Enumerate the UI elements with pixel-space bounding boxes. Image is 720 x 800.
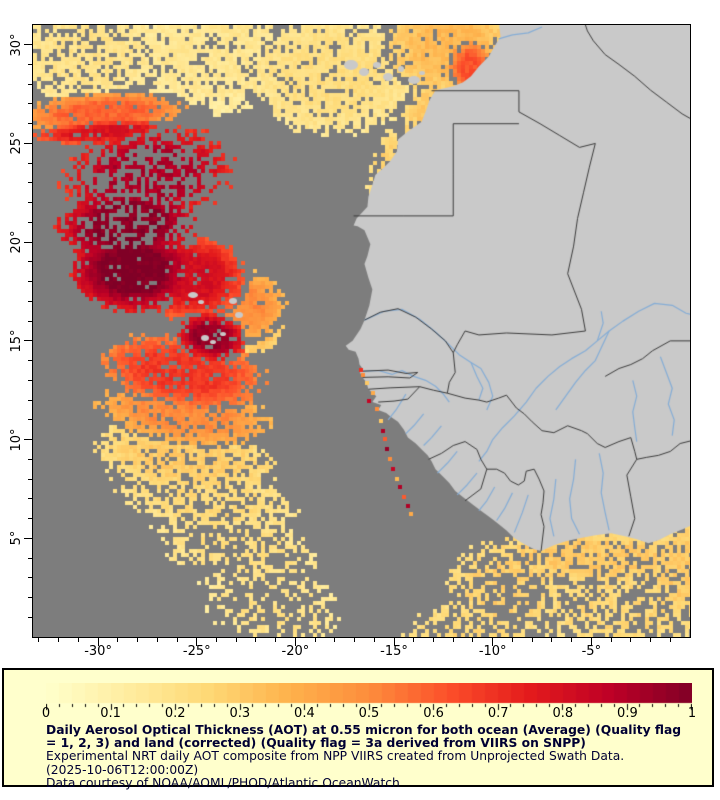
aot-map-canvas <box>33 25 690 637</box>
y-axis-minor-tick <box>28 458 32 460</box>
y-axis-major-tick <box>24 142 32 144</box>
y-axis-minor-tick <box>28 597 32 599</box>
y-axis-minor-tick <box>28 320 32 322</box>
x-axis-major-tick <box>196 638 198 646</box>
x-axis-minor-tick <box>531 638 533 642</box>
colorbar-tick-label: 0 <box>41 706 51 721</box>
y-axis-minor-tick <box>28 379 32 381</box>
x-axis-label: -25° <box>182 644 211 659</box>
x-axis-minor-tick <box>472 638 474 642</box>
x-axis-minor-tick <box>452 638 454 642</box>
x-axis-major-tick <box>97 638 99 646</box>
x-axis-minor-tick <box>314 638 316 642</box>
y-axis-label: 30° <box>8 33 24 57</box>
x-axis-minor-tick <box>650 638 652 642</box>
y-axis-major-tick <box>24 241 32 243</box>
x-axis-minor-tick <box>433 638 434 642</box>
x-axis-major-tick <box>492 638 494 646</box>
y-axis-major-tick <box>24 439 32 441</box>
x-axis-major-tick <box>393 638 395 646</box>
x-axis-minor-tick <box>354 638 356 642</box>
y-axis-minor-tick <box>28 63 32 65</box>
x-axis-minor-tick <box>77 638 79 642</box>
y-axis-minor-tick <box>28 577 32 579</box>
y-axis-label: 20° <box>8 230 24 254</box>
x-axis-minor-tick <box>571 638 573 642</box>
y-axis-label: 15° <box>8 329 24 353</box>
x-axis-minor-tick <box>235 638 237 642</box>
y-axis-label: 25° <box>8 131 24 155</box>
colorbar-tick-label: 0.7 <box>487 706 509 721</box>
colorbar-tick-label: 0.1 <box>100 706 121 721</box>
x-axis-minor-tick <box>255 638 257 642</box>
colorbar-tick-label: 0.9 <box>617 706 638 721</box>
y-axis-minor-tick <box>28 300 32 302</box>
y-axis-minor-tick <box>28 123 32 125</box>
y-axis-minor-tick <box>28 182 32 184</box>
y-axis-minor-tick <box>28 399 32 401</box>
x-axis-minor-tick <box>334 638 336 642</box>
colorbar-tick-label: 0.5 <box>358 706 380 721</box>
x-axis-minor-tick <box>38 638 40 642</box>
caption-timestamp: (2025-10-06T12:00:00Z) <box>46 762 199 777</box>
y-axis-minor-tick <box>28 261 32 263</box>
caption-courtesy: Data courtesy of NOAA/AOML/PHOD/Atlantic… <box>46 775 400 790</box>
map-frame <box>32 24 691 638</box>
caption-title: Daily Aerosol Optical Thickness (AOT) at… <box>46 723 682 751</box>
x-axis-minor-tick <box>630 638 632 642</box>
x-axis-minor-tick <box>610 638 612 642</box>
x-axis-minor-tick <box>117 638 119 642</box>
x-axis-minor-tick <box>58 638 60 642</box>
y-axis-major-tick <box>24 44 32 46</box>
y-axis-minor-tick <box>28 518 32 520</box>
y-axis-major-tick <box>24 537 32 539</box>
y-axis-major-tick <box>24 340 32 342</box>
x-axis-minor-tick <box>156 638 158 642</box>
y-axis-label: 10° <box>8 428 24 452</box>
colorbar-tick-label: 1 <box>687 706 697 721</box>
x-axis-label: -5° <box>581 644 602 659</box>
colorbar-tick-label: 0.4 <box>294 706 315 721</box>
caption-line-experimental: Experimental NRT daily AOT composite fro… <box>46 749 625 764</box>
x-axis-minor-tick <box>551 638 553 642</box>
x-axis-label: -10° <box>478 644 507 659</box>
x-axis-minor-tick <box>176 638 178 642</box>
y-axis-minor-tick <box>28 281 32 283</box>
y-axis-minor-tick <box>28 360 32 362</box>
x-axis-major-tick <box>590 638 592 646</box>
x-axis-minor-tick <box>413 638 415 642</box>
y-axis-minor-tick <box>28 557 32 559</box>
x-axis-minor-tick <box>669 638 671 642</box>
y-axis-minor-tick <box>28 162 32 164</box>
colorbar-tick-label: 0.8 <box>552 706 574 721</box>
colorbar-tick-label: 0.3 <box>229 706 251 721</box>
x-axis-major-tick <box>294 638 296 646</box>
y-axis-minor-tick <box>28 103 32 105</box>
y-axis-label: 5° <box>8 530 24 546</box>
y-axis-minor-tick <box>28 221 32 223</box>
x-axis-minor-tick <box>275 638 277 642</box>
y-axis-minor-tick <box>28 498 32 500</box>
colorbar-tick-label: 0.6 <box>423 706 444 721</box>
caption-box: 0 0.1 0.2 0.3 0.4 0.5 0.6 0.7 0.8 0.9 1 Daily Aero… <box>2 668 714 790</box>
colorbar-tick-label: 0.2 <box>164 706 186 721</box>
x-axis-minor-tick <box>137 638 139 642</box>
y-axis-minor-tick <box>28 419 32 421</box>
x-axis-label: -20° <box>281 644 310 659</box>
y-axis-minor-tick <box>28 478 32 480</box>
x-axis-minor-tick <box>511 638 513 642</box>
y-axis-minor-tick <box>28 202 32 204</box>
x-axis-label: -30° <box>84 644 112 659</box>
x-axis-minor-tick <box>215 638 217 642</box>
y-axis-minor-tick <box>28 83 32 85</box>
colorbar <box>46 683 692 713</box>
y-axis-minor-tick <box>28 616 32 618</box>
x-axis-minor-tick <box>373 638 375 642</box>
caption-text: Daily Aerosol Optical Thickness (AOT) at… <box>46 723 694 790</box>
x-axis-label: -15° <box>380 644 408 659</box>
